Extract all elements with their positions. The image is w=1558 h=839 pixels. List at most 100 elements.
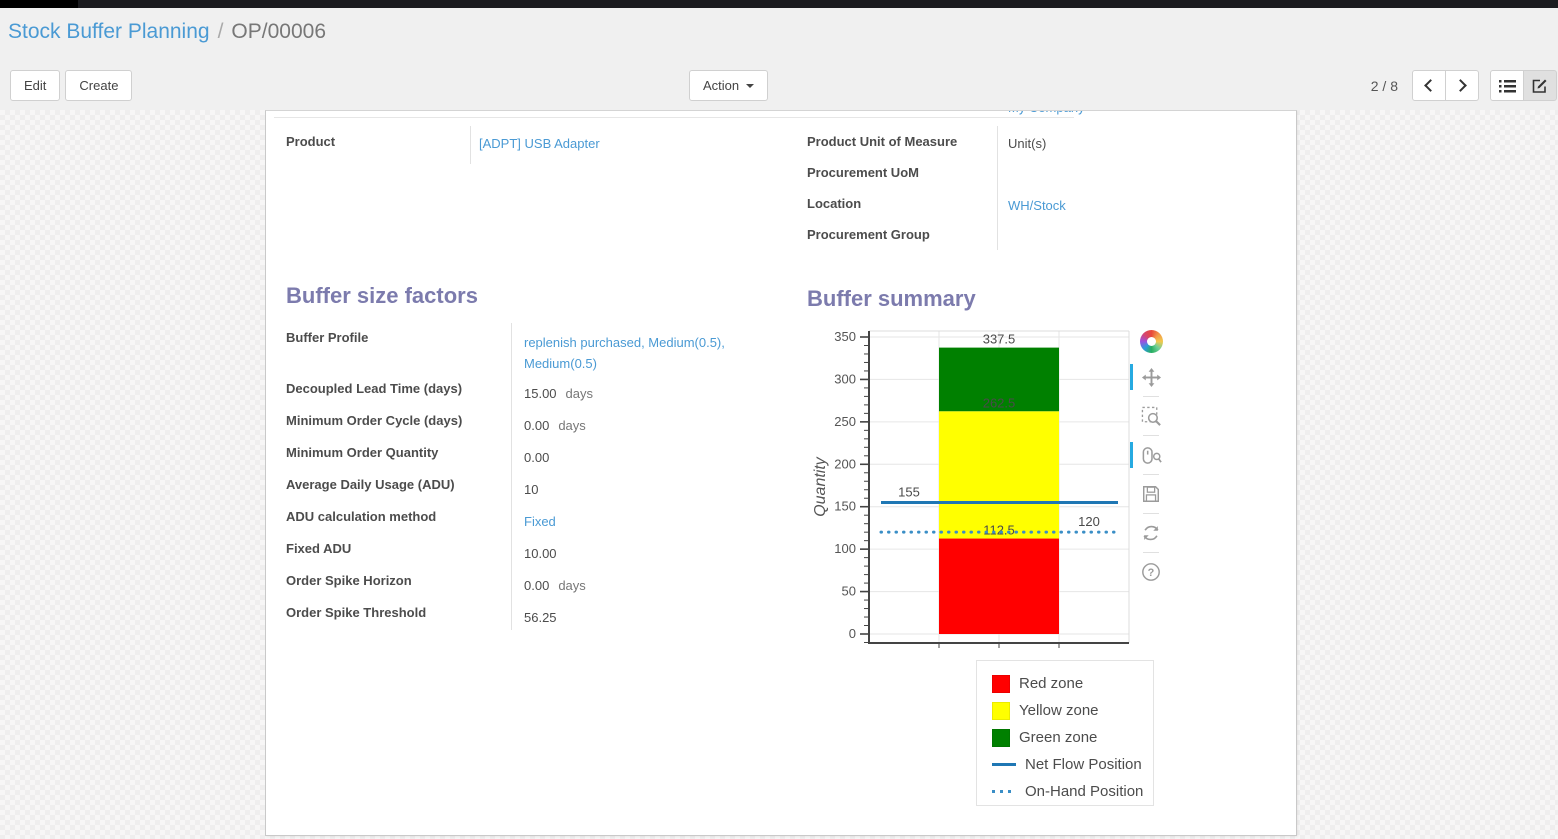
- legend-item: On-Hand Position: [992, 778, 1153, 805]
- chart-toolbar: ?: [1130, 330, 1170, 589]
- svg-text:262.5: 262.5: [983, 395, 1016, 410]
- breadcrumb-current: OP/00006: [231, 20, 326, 43]
- svg-text:155: 155: [898, 484, 920, 499]
- buffer-summary-title: Buffer summary: [807, 286, 976, 311]
- svg-text:100: 100: [834, 541, 856, 556]
- bokeh-logo-icon[interactable]: [1139, 330, 1163, 353]
- wheel-zoom-icon: [1142, 446, 1162, 464]
- field-row-adu-method: ADU calculation method Fixed: [286, 502, 791, 534]
- clipped-company-row: My Company: [266, 111, 1296, 119]
- field-label-procurement-group: Procurement Group: [807, 219, 998, 250]
- field-label-product-uom: Product Unit of Measure: [807, 126, 998, 157]
- field-label-product: Product: [286, 126, 471, 164]
- field-label-adu: Average Daily Usage (ADU): [286, 470, 512, 502]
- field-label-spike-threshold: Order Spike Threshold: [286, 598, 512, 630]
- field-row-buffer-profile: Buffer Profile replenish purchased, Medi…: [286, 323, 791, 374]
- breadcrumb-parent-link[interactable]: Stock Buffer Planning: [8, 20, 210, 43]
- svg-text:250: 250: [834, 414, 856, 429]
- field-value-procurement-uom: [998, 157, 1008, 188]
- field-row-min-order-cycle: Minimum Order Cycle (days) 0.00 days: [286, 406, 791, 438]
- field-label-procurement-uom: Procurement UoM: [807, 157, 998, 188]
- field-row-dlt: Decoupled Lead Time (days) 15.00 days: [286, 374, 791, 406]
- svg-text:120: 120: [1078, 514, 1100, 529]
- create-button[interactable]: Create: [65, 70, 133, 101]
- save-tool-button[interactable]: [1138, 481, 1164, 507]
- location-link[interactable]: WH/Stock: [1008, 198, 1066, 213]
- field-value-spike-horizon: 0.00: [524, 578, 550, 593]
- field-label-min-order-cycle: Minimum Order Cycle (days): [286, 406, 512, 438]
- view-switcher: [1490, 70, 1557, 101]
- field-row-spike-horizon: Order Spike Horizon 0.00 days: [286, 566, 791, 598]
- field-label-dlt: Decoupled Lead Time (days): [286, 374, 512, 406]
- toolbar-divider: [1143, 513, 1159, 514]
- toolbar-divider: [1143, 474, 1159, 475]
- field-label-adu-method: ADU calculation method: [286, 502, 512, 534]
- form-group-right: Product Unit of Measure Unit(s) Procurem…: [807, 126, 1277, 250]
- field-label-min-order-qty: Minimum Order Quantity: [286, 438, 512, 470]
- buffer-size-factors-title: Buffer size factors: [286, 283, 478, 308]
- pager-previous-button[interactable]: [1412, 70, 1446, 101]
- pager-count: 2 / 8: [1370, 77, 1398, 94]
- chevron-left-icon: [1424, 79, 1437, 92]
- edit-button[interactable]: Edit: [10, 70, 61, 101]
- edit-form-icon: [1532, 79, 1547, 93]
- breadcrumb-separator: /: [217, 20, 224, 43]
- adu-method-link[interactable]: Fixed: [524, 514, 556, 529]
- svg-text:337.5: 337.5: [983, 332, 1016, 347]
- legend-item: Net Flow Position: [992, 751, 1153, 778]
- field-row-procurement-group: Procurement Group: [807, 219, 1277, 250]
- caret-down-icon: [746, 83, 755, 88]
- field-value-procurement-group: [998, 219, 1008, 250]
- reset-icon: [1143, 525, 1159, 541]
- legend-swatch: [992, 728, 1010, 747]
- field-suffix-spike-horizon: days: [558, 578, 586, 593]
- top-menu-active-segment: [0, 0, 78, 8]
- pager-next-button[interactable]: [1445, 70, 1479, 101]
- field-row-fixed-adu: Fixed ADU 10.00: [286, 534, 791, 566]
- box-zoom-icon: [1141, 406, 1161, 426]
- list-icon: [1498, 79, 1516, 92]
- field-suffix-min-order-cycle: days: [558, 418, 586, 433]
- svg-text:Quantity: Quantity: [812, 456, 829, 517]
- field-label-location: Location: [807, 188, 998, 219]
- buffer-profile-link[interactable]: replenish purchased, Medium(0.5), Medium…: [524, 335, 725, 371]
- field-suffix-dlt: days: [565, 386, 594, 401]
- company-link-clipped: My Company: [1008, 111, 1085, 115]
- svg-text:50: 50: [842, 584, 856, 599]
- svg-text:300: 300: [834, 371, 856, 386]
- top-menu-bar: [0, 0, 1558, 8]
- action-dropdown-button[interactable]: Action: [689, 70, 769, 101]
- chevron-right-icon: [1454, 79, 1467, 92]
- save-icon: [1143, 486, 1159, 502]
- help-tool-button[interactable]: ?: [1138, 559, 1164, 585]
- form-view-button[interactable]: [1523, 70, 1557, 101]
- pan-tool-button[interactable]: [1130, 364, 1164, 390]
- reset-tool-button[interactable]: [1138, 520, 1164, 546]
- row-divider: [274, 117, 1074, 118]
- legend-line-swatch: [992, 790, 1016, 793]
- field-row-location: Location WH/Stock: [807, 188, 1277, 219]
- help-icon: ?: [1142, 563, 1160, 581]
- pan-icon: [1141, 367, 1161, 387]
- legend-swatch: [992, 674, 1010, 693]
- field-row-min-order-qty: Minimum Order Quantity 0.00: [286, 438, 791, 470]
- legend-swatch: [992, 701, 1010, 720]
- field-value-adu: 10: [524, 482, 539, 497]
- toolbar-divider: [1143, 435, 1159, 436]
- field-row-procurement-uom: Procurement UoM: [807, 157, 1277, 188]
- pager-buttons: [1412, 70, 1479, 101]
- legend-item: Yellow zone: [992, 697, 1153, 724]
- field-row-adu: Average Daily Usage (ADU) 10: [286, 470, 791, 502]
- form-sheet: My Company Product [ADPT] USB Adapter Pr…: [265, 110, 1297, 836]
- field-value-fixed-adu: 10.00: [524, 546, 557, 561]
- list-view-button[interactable]: [1490, 70, 1524, 101]
- box-zoom-tool-button[interactable]: [1138, 403, 1164, 429]
- breadcrumb: Stock Buffer Planning / OP/00006: [8, 20, 326, 44]
- control-panel: Stock Buffer Planning / OP/00006 Edit Crea…: [0, 8, 1558, 110]
- buffer-chart[interactable]: 112.5 262.5 337.5 155 120 0 50 100 150 200 250 300 3…: [811, 326, 1181, 666]
- product-link[interactable]: [ADPT] USB Adapter: [479, 136, 600, 151]
- buffer-factors-table: Buffer Profile replenish purchased, Medi…: [286, 323, 791, 630]
- wheel-zoom-tool-button[interactable]: [1130, 442, 1164, 468]
- svg-text:150: 150: [834, 499, 856, 514]
- toolbar-divider: [1143, 396, 1159, 397]
